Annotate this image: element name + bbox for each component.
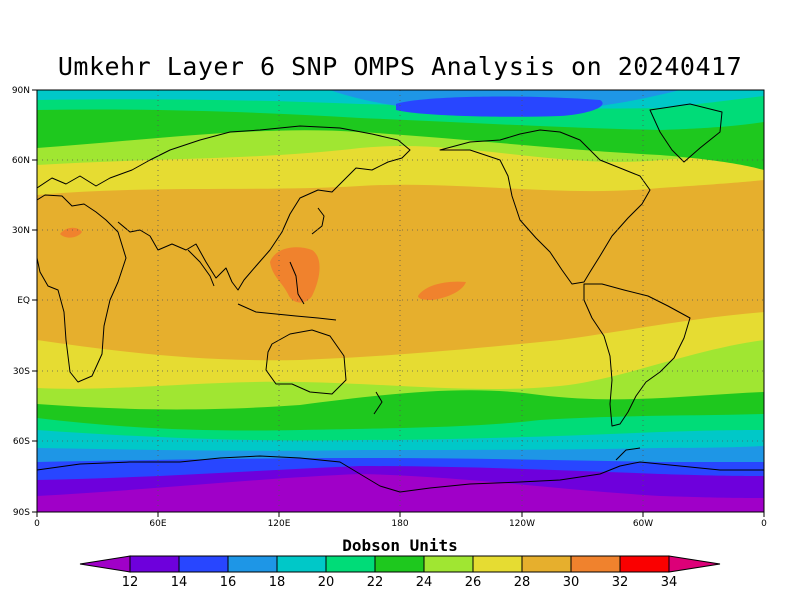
lon-label: 0 <box>761 519 767 529</box>
colorbar-segment <box>227 555 278 573</box>
grid-lines <box>37 90 764 512</box>
colorbar-label: 22 <box>367 575 384 590</box>
colorbar-segment <box>472 555 523 573</box>
colorbar-label: 26 <box>465 575 482 590</box>
lon-label: 120W <box>509 519 535 529</box>
lat-label: 30N <box>12 226 30 236</box>
colorbar-segment <box>129 555 180 573</box>
lon-label: 120E <box>268 519 291 529</box>
lat-tick-labels: 90N 60N 30N EQ 30S 60S 90S <box>12 86 30 518</box>
lat-label: 60N <box>12 156 30 166</box>
lat-label: 90N <box>12 86 30 96</box>
ozone-field <box>37 90 764 512</box>
colorbar-label: 32 <box>612 575 629 590</box>
colorbar-segment <box>276 555 327 573</box>
lat-tick-marks <box>32 89 37 513</box>
lon-label: 0 <box>34 519 40 529</box>
colorbar-segment <box>521 555 572 573</box>
lat-label: 60S <box>13 437 30 447</box>
lat-label: EQ <box>17 296 30 306</box>
map-title: Umkehr Layer 6 SNP OMPS Analysis on 2024… <box>57 52 743 81</box>
lon-label: 60E <box>149 519 166 529</box>
colorbar-min-arrow <box>79 555 131 573</box>
colorbar-max-arrow <box>668 555 721 573</box>
lon-label: 180 <box>391 519 408 529</box>
colorbar: 12 14 16 18 20 22 24 26 28 30 32 34 <box>79 555 721 590</box>
colorbar-segment <box>178 555 229 573</box>
lat-label: 30S <box>13 367 30 377</box>
colorbar-title: Dobson Units <box>342 536 458 555</box>
colorbar-label: 14 <box>171 575 188 590</box>
colorbar-label: 30 <box>563 575 580 590</box>
lon-label: 60W <box>633 519 653 529</box>
colorbar-label: 34 <box>661 575 678 590</box>
colorbar-label: 28 <box>514 575 531 590</box>
colorbar-segment <box>619 555 670 573</box>
lat-label: 90S <box>13 508 30 518</box>
colorbar-label: 16 <box>220 575 237 590</box>
lon-tick-labels: 0 60E 120E 180 120W 60W 0 <box>34 519 767 529</box>
colorbar-segment <box>570 555 621 573</box>
colorbar-segment <box>374 555 425 573</box>
colorbar-label: 24 <box>416 575 433 590</box>
lon-tick-marks <box>36 512 765 517</box>
coastlines <box>37 103 764 493</box>
colorbar-label: 18 <box>269 575 286 590</box>
colorbar-segment <box>325 555 376 573</box>
colorbar-segment <box>423 555 474 573</box>
colorbar-label: 20 <box>318 575 335 590</box>
colorbar-label: 12 <box>122 575 139 590</box>
